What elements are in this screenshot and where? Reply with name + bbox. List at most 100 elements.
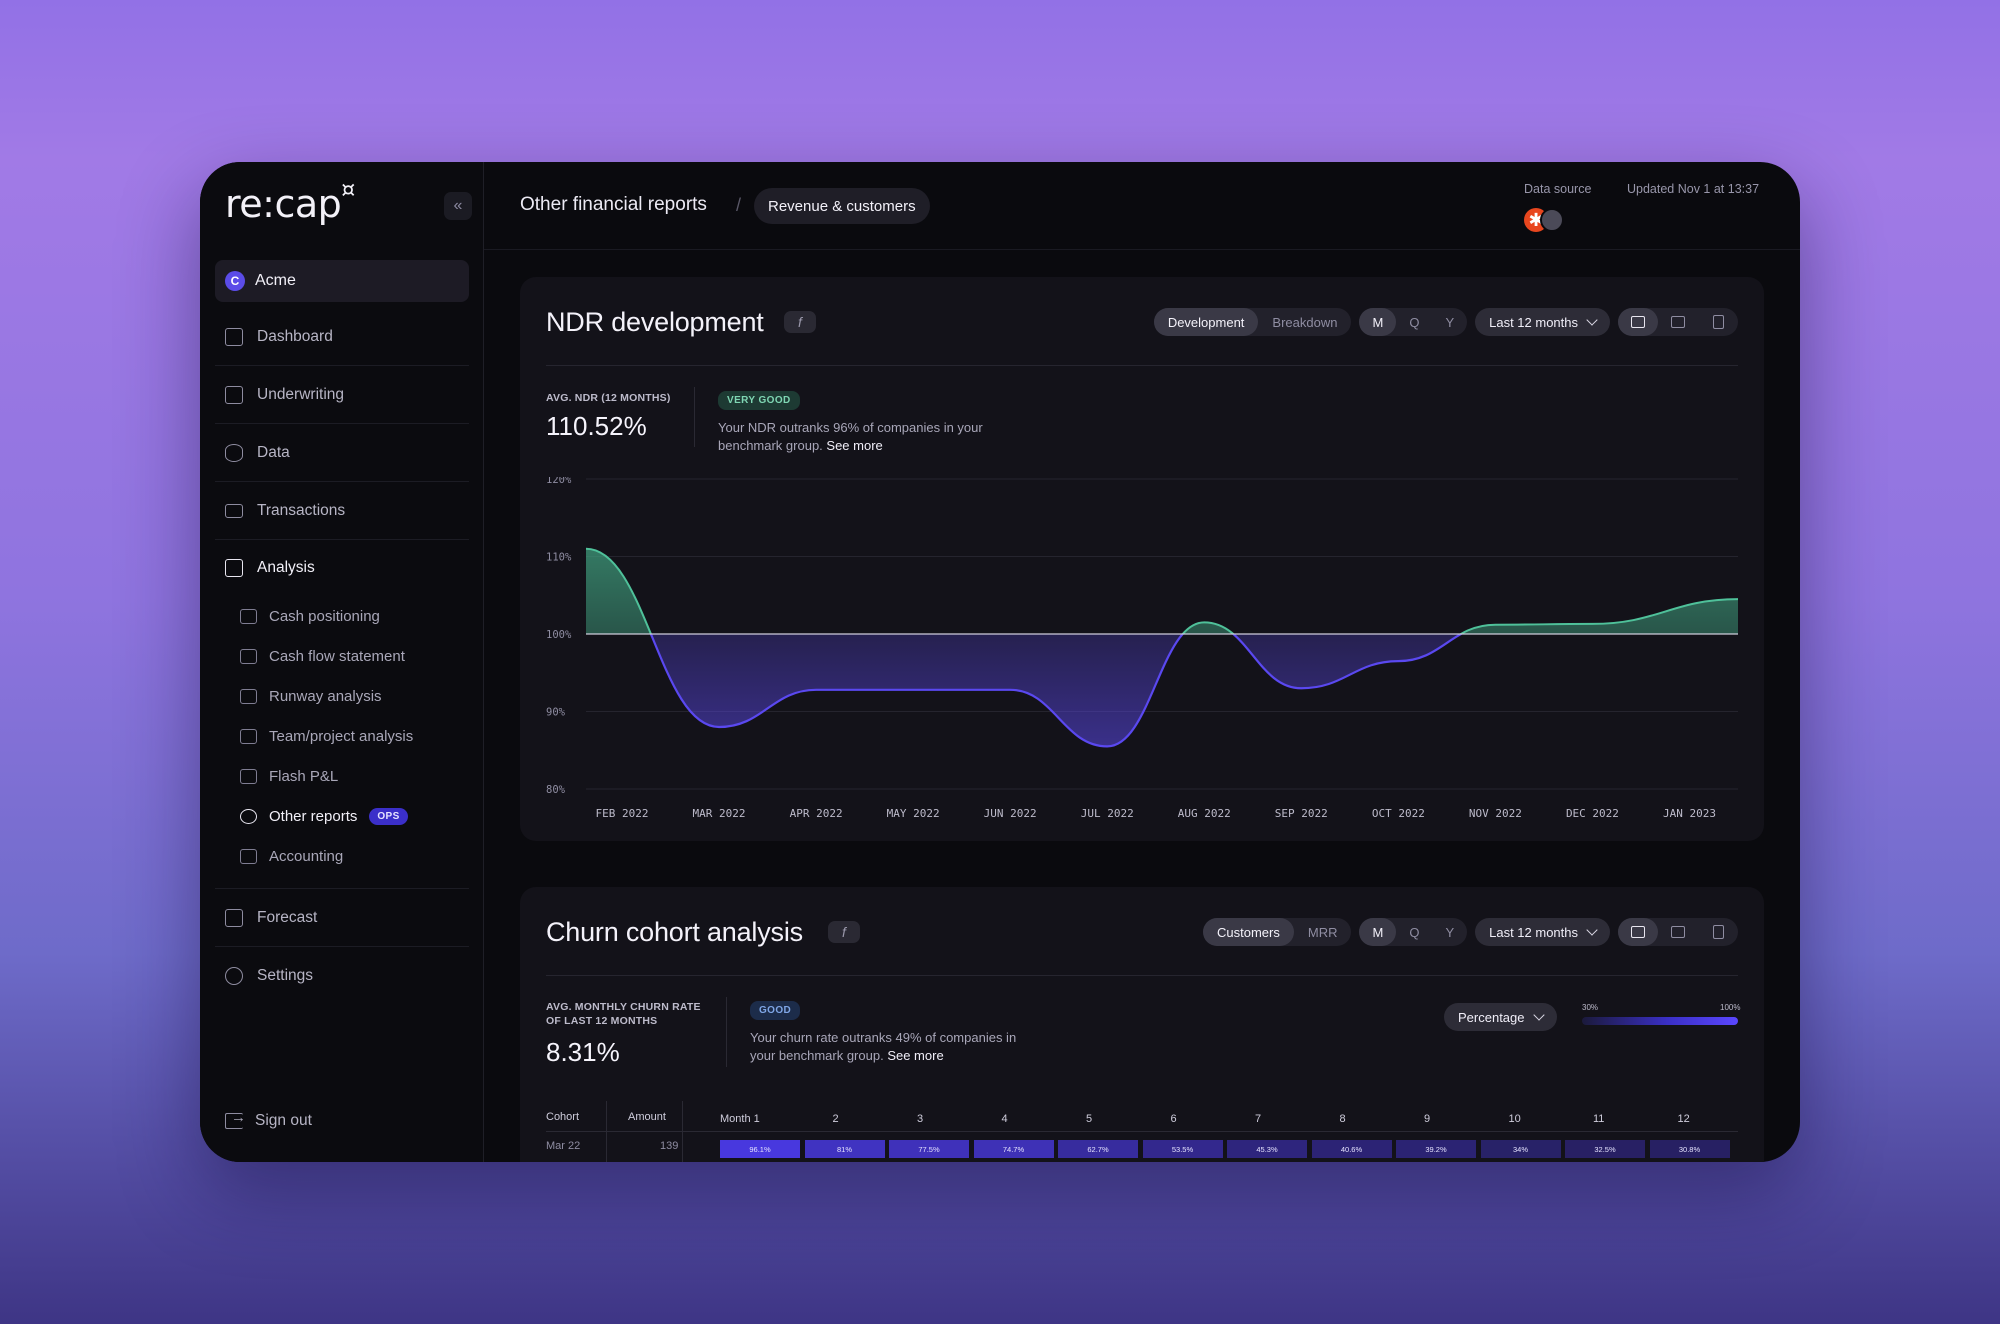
period-quarter[interactable]: Q [1409, 314, 1420, 330]
sidebar-item-label: Other reports [269, 807, 358, 825]
org-name: Acme [255, 272, 296, 289]
kpi-label: AVG. NDR (12 MONTHS) [546, 392, 671, 404]
sidebar-item-label: Flash P&L [269, 767, 339, 785]
see-more-link[interactable]: See more [887, 1048, 944, 1063]
heat-cell: 45.3% [1227, 1140, 1307, 1158]
period-month[interactable]: M [1359, 308, 1397, 336]
grid-icon [225, 327, 243, 346]
bank-icon [240, 608, 257, 624]
kpi-value: 8.31% [546, 1037, 620, 1067]
x-tick-label: OCT 2022 [1372, 807, 1425, 820]
period-year[interactable]: Y [1445, 314, 1455, 330]
sidebar-item-label: Cash flow statement [269, 647, 405, 665]
x-tick-label: SEP 2022 [1275, 807, 1328, 820]
bar-chart-button[interactable] [1618, 918, 1658, 946]
row-cohort: Mar 22 [546, 1140, 581, 1152]
status-badge: GOOD [750, 1001, 801, 1020]
plane-icon [240, 688, 257, 704]
tab-development[interactable]: Development [1153, 308, 1259, 336]
column-header-amount: Amount [628, 1111, 666, 1123]
data-source-label: Data source [1524, 182, 1592, 196]
view-mode-dropdown[interactable]: Percentage [1444, 1003, 1557, 1031]
heat-cell: 77.5% [889, 1140, 969, 1158]
x-tick-label: JAN 2023 [1663, 807, 1716, 820]
kpi-separator [726, 997, 727, 1067]
bar-chart-icon [1631, 316, 1645, 328]
tab-customers[interactable]: Customers [1203, 918, 1294, 946]
period-year[interactable]: Y [1445, 924, 1455, 940]
sidebar-item-runway-analysis[interactable]: Runway analysis [215, 676, 469, 716]
sign-out-label: Sign out [255, 1112, 312, 1129]
sidebar-item-analysis[interactable]: Analysis [215, 540, 469, 596]
sidebar-item-underwriting[interactable]: Underwriting [215, 366, 469, 424]
data-source-icons[interactable]: ✱ [1524, 206, 1570, 234]
png-export-button[interactable] [1698, 308, 1738, 336]
y-tick-label: 100% [546, 629, 572, 641]
x-tick-label: FEB 2022 [596, 807, 649, 820]
y-tick-label: 90% [546, 707, 566, 719]
sidebar-item-cash-positioning[interactable]: Cash positioning [215, 596, 469, 636]
area-below-baseline [586, 634, 1738, 747]
bar-chart-button[interactable] [1618, 308, 1658, 336]
x-tick-label: MAY 2022 [887, 807, 940, 820]
scale-max-label: 100% [1720, 1003, 1741, 1012]
y-tick-label: 110% [546, 552, 572, 564]
tab-mrr[interactable]: MRR [1307, 924, 1338, 940]
org-switcher[interactable]: C Acme [215, 260, 469, 302]
churn-range-dropdown[interactable]: Last 12 months [1475, 918, 1610, 946]
range-label: Last 12 months [1489, 314, 1578, 330]
sidebar-item-label: Forecast [257, 908, 318, 926]
trend-icon [225, 908, 243, 927]
sidebar: re:cap¤ « C Acme Dashboard Underwriting … [200, 162, 484, 1162]
collapse-sidebar-button[interactable]: « [444, 192, 472, 220]
sidebar-item-accounting[interactable]: Accounting [215, 836, 469, 876]
tab-breakdown[interactable]: Breakdown [1272, 314, 1338, 330]
column-header-month: 12 [1677, 1113, 1690, 1125]
png-file-icon [1712, 925, 1724, 939]
column-header-month: 8 [1339, 1113, 1346, 1125]
period-quarter[interactable]: Q [1409, 924, 1420, 940]
sidebar-item-label: Runway analysis [269, 687, 382, 705]
period-month[interactable]: M [1359, 918, 1397, 946]
column-header-month: 2 [832, 1113, 839, 1125]
breadcrumb-parent[interactable]: Other financial reports [520, 194, 707, 215]
sidebar-item-forecast[interactable]: Forecast [215, 889, 469, 947]
sidebar-item-transactions[interactable]: Transactions [215, 482, 469, 540]
team-icon [240, 728, 257, 744]
sidebar-item-other-reports[interactable]: Other reports OPS [215, 796, 469, 836]
table-view-button[interactable] [1658, 918, 1698, 946]
breadcrumb-current[interactable]: Revenue & customers [754, 188, 930, 224]
range-label: Last 12 months [1489, 924, 1578, 940]
series-line-below [649, 634, 1464, 748]
heat-cell: 62.7% [1058, 1140, 1138, 1158]
x-tick-label: MAR 2022 [693, 807, 746, 820]
recap-logo[interactable]: re:cap¤ [225, 178, 355, 226]
ndr-range-dropdown[interactable]: Last 12 months [1475, 308, 1610, 336]
table-view-button[interactable] [1658, 308, 1698, 336]
churn-view-toggle: Customers MRR [1203, 918, 1352, 946]
sidebar-item-cash-flow-statement[interactable]: Cash flow statement [215, 636, 469, 676]
sidebar-item-team-project-analysis[interactable]: Team/project analysis [215, 716, 469, 756]
column-header-month: 5 [1086, 1113, 1093, 1125]
sidebar-item-flash-pl[interactable]: Flash P&L [215, 756, 469, 796]
people-icon [240, 808, 257, 824]
see-more-link[interactable]: See more [826, 438, 883, 453]
ndr-display-toggle [1618, 308, 1738, 336]
source-bank-icon [1540, 208, 1564, 232]
table-icon [1671, 316, 1685, 328]
png-export-button[interactable] [1698, 918, 1738, 946]
heat-cell: 96.1% [720, 1140, 800, 1158]
updated-timestamp: Updated Nov 1 at 13:37 [1627, 182, 1760, 196]
formula-icon[interactable]: f [784, 311, 816, 333]
sign-out-icon [225, 1109, 246, 1129]
formula-icon[interactable]: f [828, 921, 860, 943]
ndr-chart: 120% 110% 100% 90% 80% FEB 2022 MAR 2022 APR 20… [520, 477, 1764, 841]
sidebar-item-dashboard[interactable]: Dashboard [215, 308, 469, 366]
column-header-month: 4 [1001, 1113, 1008, 1125]
sign-out-button[interactable]: Sign out [225, 1109, 312, 1130]
kpi-separator [694, 387, 695, 447]
heat-cell: 74.7% [973, 1140, 1054, 1158]
sidebar-item-data[interactable]: Data [215, 424, 469, 482]
sidebar-item-settings[interactable]: Settings [215, 947, 469, 1005]
main-content: Other financial reports / Revenue & cust… [484, 162, 1800, 1162]
